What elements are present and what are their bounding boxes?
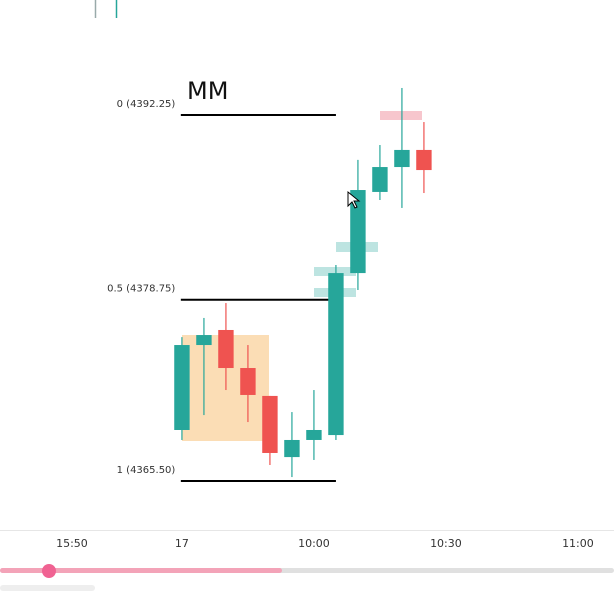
x-tick-label: 15:50 (56, 537, 88, 550)
scroll-progress[interactable] (0, 568, 282, 573)
candle-body (416, 149, 432, 171)
x-tick-label: 10:00 (298, 537, 330, 550)
candle-body (372, 167, 388, 192)
candle-body (218, 329, 234, 369)
fib-level-label: 1 (4365.50) (117, 465, 176, 476)
candle-body (174, 345, 190, 430)
candle-body (350, 190, 366, 274)
candle-body (328, 273, 344, 436)
scroll-handle[interactable] (42, 564, 56, 578)
candle-body (240, 368, 256, 395)
candle-body (262, 395, 278, 453)
x-tick-label: 11:00 (562, 537, 594, 550)
fib-level-label: 0.5 (4378.75) (107, 284, 175, 295)
ghost-order (314, 267, 356, 276)
ghost-order (380, 111, 422, 120)
chart-title: MM (187, 77, 228, 105)
cursor (347, 190, 361, 209)
candle-body (306, 429, 322, 440)
x-tick-label: 17 (175, 537, 189, 550)
candle-body (284, 439, 300, 458)
x-tick-label: 10:30 (430, 537, 462, 550)
candle-body (394, 149, 410, 168)
candle-body (196, 335, 212, 346)
fib-level-label: 0 (4392.25) (117, 99, 176, 110)
scroll-shadow (0, 585, 95, 591)
